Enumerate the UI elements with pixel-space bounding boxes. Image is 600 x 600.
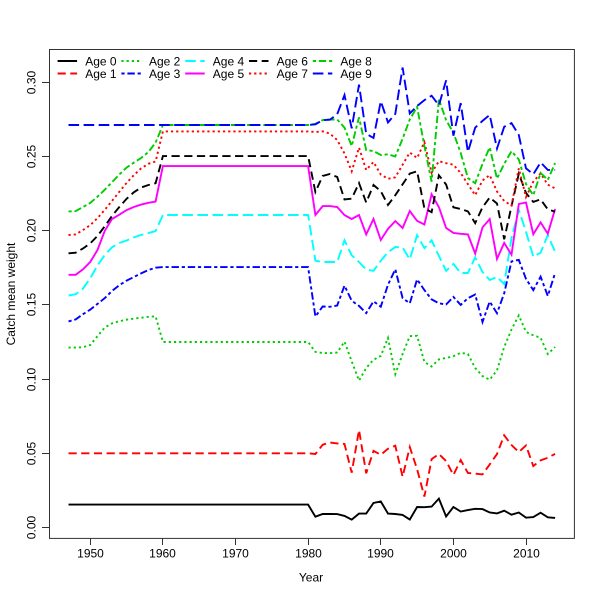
svg-text:Age 8: Age 8 [340, 54, 372, 68]
svg-text:Age 1: Age 1 [85, 67, 117, 81]
svg-text:Age 2: Age 2 [149, 54, 181, 68]
svg-text:0.10: 0.10 [25, 367, 39, 391]
svg-text:0.00: 0.00 [25, 515, 39, 539]
svg-text:1960: 1960 [149, 547, 176, 561]
svg-text:1990: 1990 [367, 547, 394, 561]
svg-text:Year: Year [299, 571, 323, 585]
svg-text:Age 7: Age 7 [277, 67, 309, 81]
svg-text:0.30: 0.30 [25, 70, 39, 94]
svg-text:Age 3: Age 3 [149, 67, 181, 81]
svg-text:0.25: 0.25 [25, 144, 39, 168]
svg-text:1950: 1950 [77, 547, 104, 561]
svg-text:0.20: 0.20 [25, 218, 39, 242]
svg-text:Age 0: Age 0 [85, 54, 117, 68]
svg-text:0.15: 0.15 [25, 292, 39, 316]
svg-text:Age 5: Age 5 [213, 67, 245, 81]
svg-text:Age 9: Age 9 [340, 67, 372, 81]
svg-text:2000: 2000 [440, 547, 467, 561]
svg-text:Age 6: Age 6 [277, 54, 309, 68]
svg-text:2010: 2010 [513, 547, 540, 561]
svg-text:0.05: 0.05 [25, 441, 39, 465]
svg-text:1980: 1980 [295, 547, 322, 561]
svg-text:1970: 1970 [222, 547, 249, 561]
svg-text:Age 4: Age 4 [213, 54, 245, 68]
svg-text:Catch mean weight: Catch mean weight [4, 242, 18, 345]
